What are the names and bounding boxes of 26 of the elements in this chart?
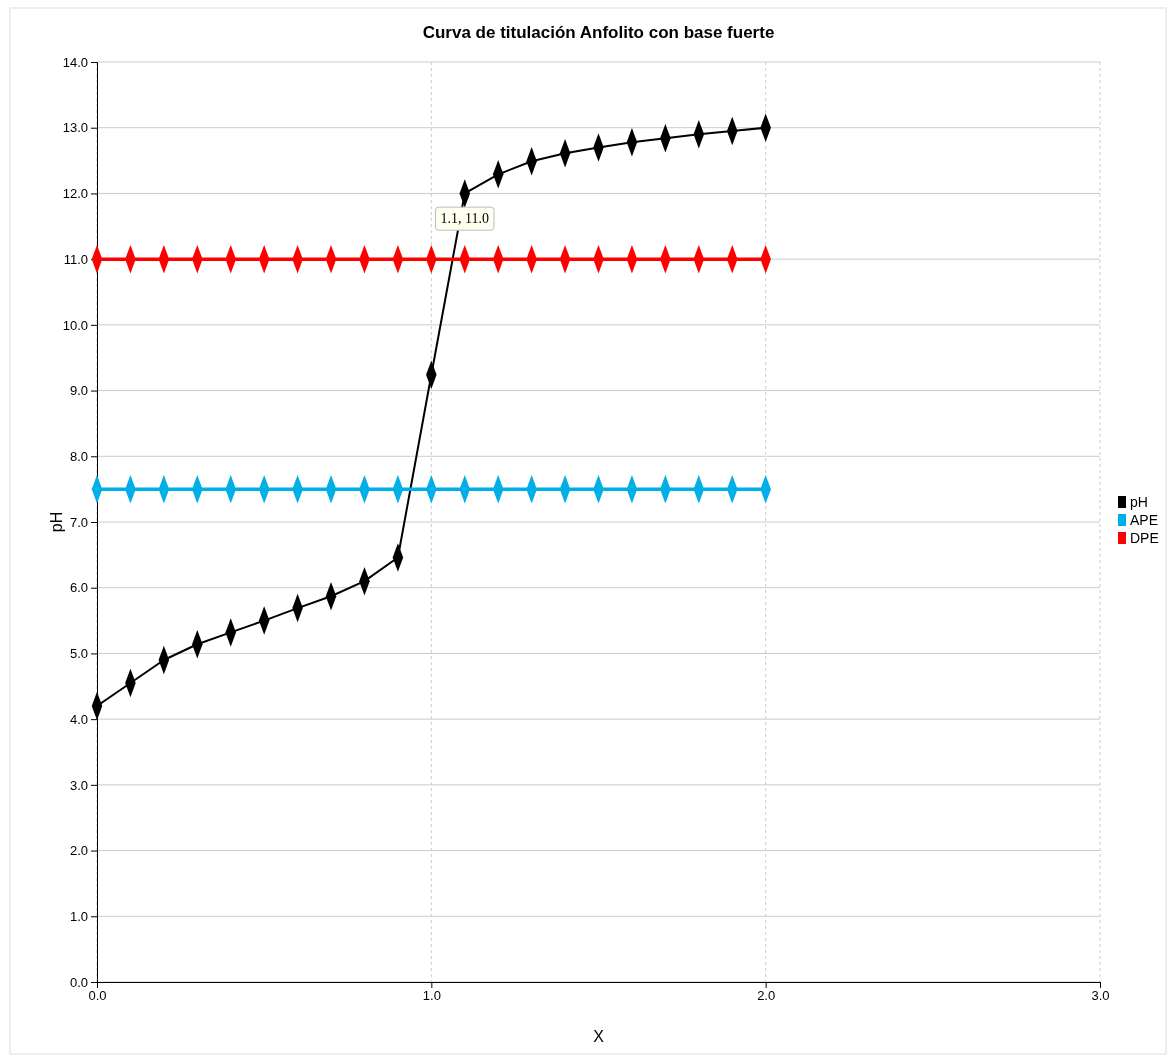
y-tick-label: 12.0: [62, 186, 88, 202]
x-tick-label: 0.0: [88, 988, 107, 1004]
legend-label: DPE: [1130, 530, 1159, 546]
x-tick-label: 1.0: [422, 988, 441, 1004]
y-tick-label: 1.0: [69, 908, 88, 924]
y-tick-label: 10.0: [62, 317, 88, 333]
y-tick-label: 9.0: [69, 383, 88, 399]
y-tick-label: 0.0: [69, 974, 88, 990]
legend-label: APE: [1130, 512, 1159, 528]
y-tick-label: 8.0: [69, 448, 88, 464]
x-axis-title: X: [593, 1028, 605, 1045]
y-tick-label: 7.0: [69, 514, 88, 530]
y-axis-title: pH: [48, 511, 65, 533]
legend-label: pH: [1130, 494, 1148, 510]
annotation: 1.1, 11.0: [440, 211, 490, 227]
y-tick-label: 13.0: [62, 120, 88, 136]
y-tick-label: 3.0: [69, 777, 88, 793]
x-tick-label: 3.0: [1091, 988, 1110, 1004]
y-tick-label: 5.0: [69, 646, 88, 662]
x-tick-label: 2.0: [757, 988, 776, 1004]
y-tick-label: 6.0: [69, 580, 88, 596]
y-tick-label: 14.0: [62, 54, 88, 70]
y-tick-label: 11.0: [63, 251, 88, 267]
y-tick-label: 2.0: [69, 843, 88, 859]
y-tick-label: 4.0: [69, 711, 88, 727]
chart-title: Curva de titulación Anfolito con base fuerte: [422, 23, 775, 42]
